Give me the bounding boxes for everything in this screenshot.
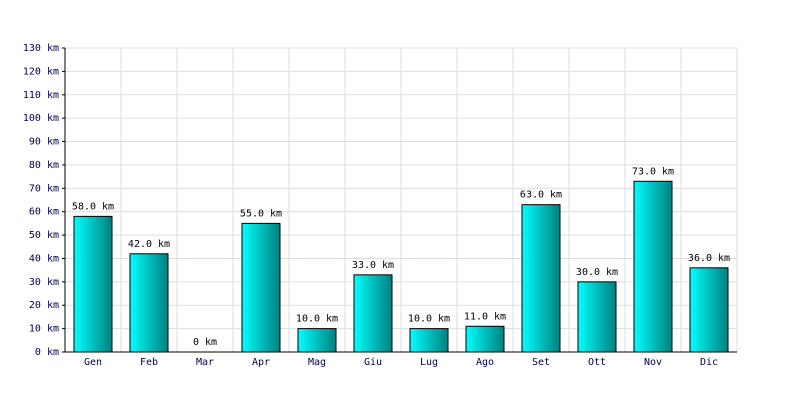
y-tick-label: 80 km [29,160,59,171]
x-tick-label: Nov [644,357,662,368]
bar [633,180,673,353]
x-tick-label: Gen [84,357,102,368]
value-label: 33.0 km [352,260,394,271]
y-tick-label: 10 km [29,324,59,335]
y-tick-label: 70 km [29,183,59,194]
bar [241,222,281,353]
y-tick-label: 30 km [29,277,59,288]
value-label: 11.0 km [464,311,506,322]
x-tick-label: Mar [196,357,214,368]
value-label: 42.0 km [128,239,170,250]
x-tick-label: Ago [476,357,494,368]
value-label: 10.0 km [408,314,450,325]
bar [465,325,505,353]
y-tick-label: 120 km [23,66,59,77]
value-label: 30.0 km [576,267,618,278]
bar [73,215,113,353]
bar [521,204,561,353]
y-tick-label: 50 km [29,230,59,241]
y-tick-label: 110 km [23,90,59,101]
x-tick-label: Dic [700,357,718,368]
bar [353,274,393,353]
x-tick-label: Feb [140,357,158,368]
x-tick-label: Giu [364,357,382,368]
x-tick-label: Lug [420,357,438,368]
bar [129,253,169,353]
x-tick-label: Ott [588,357,606,368]
value-label: 63.0 km [520,190,562,201]
y-tick-label: 40 km [29,253,59,264]
value-label: 10.0 km [296,314,338,325]
bar [409,328,449,353]
x-tick-label: Mag [308,357,326,368]
value-label: 36.0 km [688,253,730,264]
y-tick-label: 130 km [23,43,59,54]
value-label: 58.0 km [72,201,114,212]
value-label: 73.0 km [632,166,674,177]
x-tick-label: Set [532,357,550,368]
value-label: 0 km [193,337,217,348]
y-tick-label: 60 km [29,207,59,218]
value-label: 55.0 km [240,208,282,219]
y-tick-label: 20 km [29,300,59,311]
y-tick-label: 90 km [29,137,59,148]
bar [689,267,729,353]
bar [577,281,617,353]
y-tick-label: 0 km [35,347,59,358]
bar [297,328,337,353]
x-tick-label: Apr [252,357,270,368]
y-tick-label: 100 km [23,113,59,124]
